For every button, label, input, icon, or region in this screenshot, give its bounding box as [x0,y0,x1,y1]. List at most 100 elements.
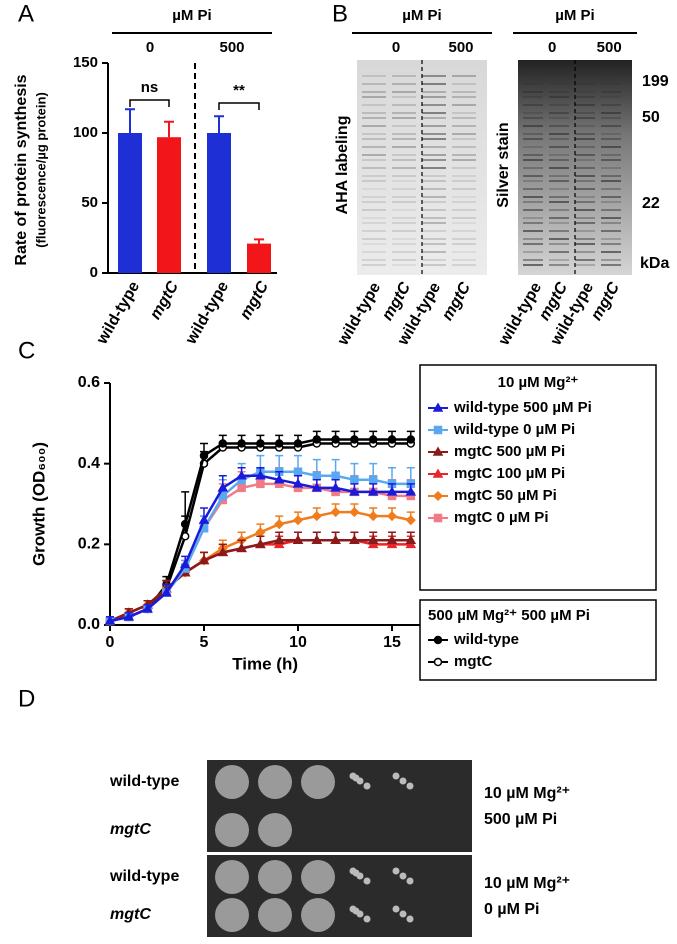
gel-band [392,138,416,140]
colony [352,774,360,782]
gel-band [575,138,595,140]
legend-label: mgtC 50 µM Pi [454,487,557,504]
bracket [129,99,170,107]
gel-band [362,188,386,190]
gel-band [549,175,569,177]
gel-band [362,154,386,156]
gel-band [575,117,595,119]
marker [350,475,359,485]
gel-band [362,209,386,211]
bar [157,137,181,273]
marker [198,514,210,524]
gel-band [523,117,543,119]
gel-band [601,259,621,261]
marker [386,486,398,496]
gel-band [392,209,416,211]
marker [432,402,444,412]
gel-band [523,259,543,261]
gel-band [601,188,621,190]
gel-band [452,175,476,177]
gel-band [392,259,416,261]
gel-band [422,138,446,140]
gel-band [601,196,621,198]
gel-band [422,251,446,253]
gel-band [549,209,569,211]
gel-band [362,91,386,93]
colony [406,782,414,790]
error-bar [214,115,224,133]
gel-band [392,201,416,203]
gel-band [601,230,621,232]
size-marker: 22 [642,195,660,212]
colony [392,772,400,780]
gel-band [422,133,446,135]
marker [274,519,285,530]
gel-band [452,264,476,266]
marker [292,515,304,526]
gel-band [601,209,621,211]
colony [399,777,407,785]
gel-band [362,251,386,253]
marker [406,435,416,444]
legend-label: mgtC 100 µM Pi [454,465,565,482]
header: µM Pi [172,7,211,24]
gel-band [601,238,621,240]
marker [293,467,303,476]
gel-band [452,251,476,253]
marker [433,425,443,435]
gel-band [422,175,446,177]
annotation: ns [141,79,159,96]
gel-band [422,217,446,219]
gel-band [601,133,621,135]
gel-band [523,243,543,245]
gel-band [549,117,569,119]
group-label: 0 [548,39,556,56]
x-tick-label: wild-type [93,279,143,349]
gel-band [523,180,543,182]
gel-band [362,159,386,161]
gel-band [549,96,569,98]
gel-band [392,217,416,219]
legend-label: wild-type 0 µM Pi [453,421,575,438]
gel-band [422,201,446,203]
gel-band [549,112,569,114]
gel-band [601,251,621,253]
gel-band [422,196,446,198]
gel-title: AHA labeling [334,116,351,215]
gel-band [523,138,543,140]
bar [247,243,271,273]
marker [292,478,304,488]
gel-band [601,222,621,224]
error-bar [254,238,264,244]
gel-band [422,167,446,169]
gel-band [575,201,595,203]
gel-band [575,180,595,182]
gel-band [575,104,595,106]
colony-spot [258,860,292,894]
error-bar [164,120,174,138]
gel-band [601,83,621,85]
marker [349,486,360,496]
gel-band [452,180,476,182]
gel-band [549,146,569,148]
gel-band [549,75,569,77]
marker [312,471,322,481]
gel-band [422,243,446,245]
gel-band [452,201,476,203]
gel-band [362,201,386,203]
gel-band [392,96,416,98]
gel-band [523,201,543,203]
group-label: 0 [146,39,154,56]
gel-band [549,188,569,190]
marker [217,546,229,557]
gel-band [601,175,621,177]
gel-band [549,159,569,161]
gel-band [601,75,621,77]
gel-band [362,117,386,119]
marker [368,475,378,485]
gel-band [422,112,446,114]
colony [363,915,371,923]
gel-band [575,196,595,198]
gel-band [575,238,595,240]
